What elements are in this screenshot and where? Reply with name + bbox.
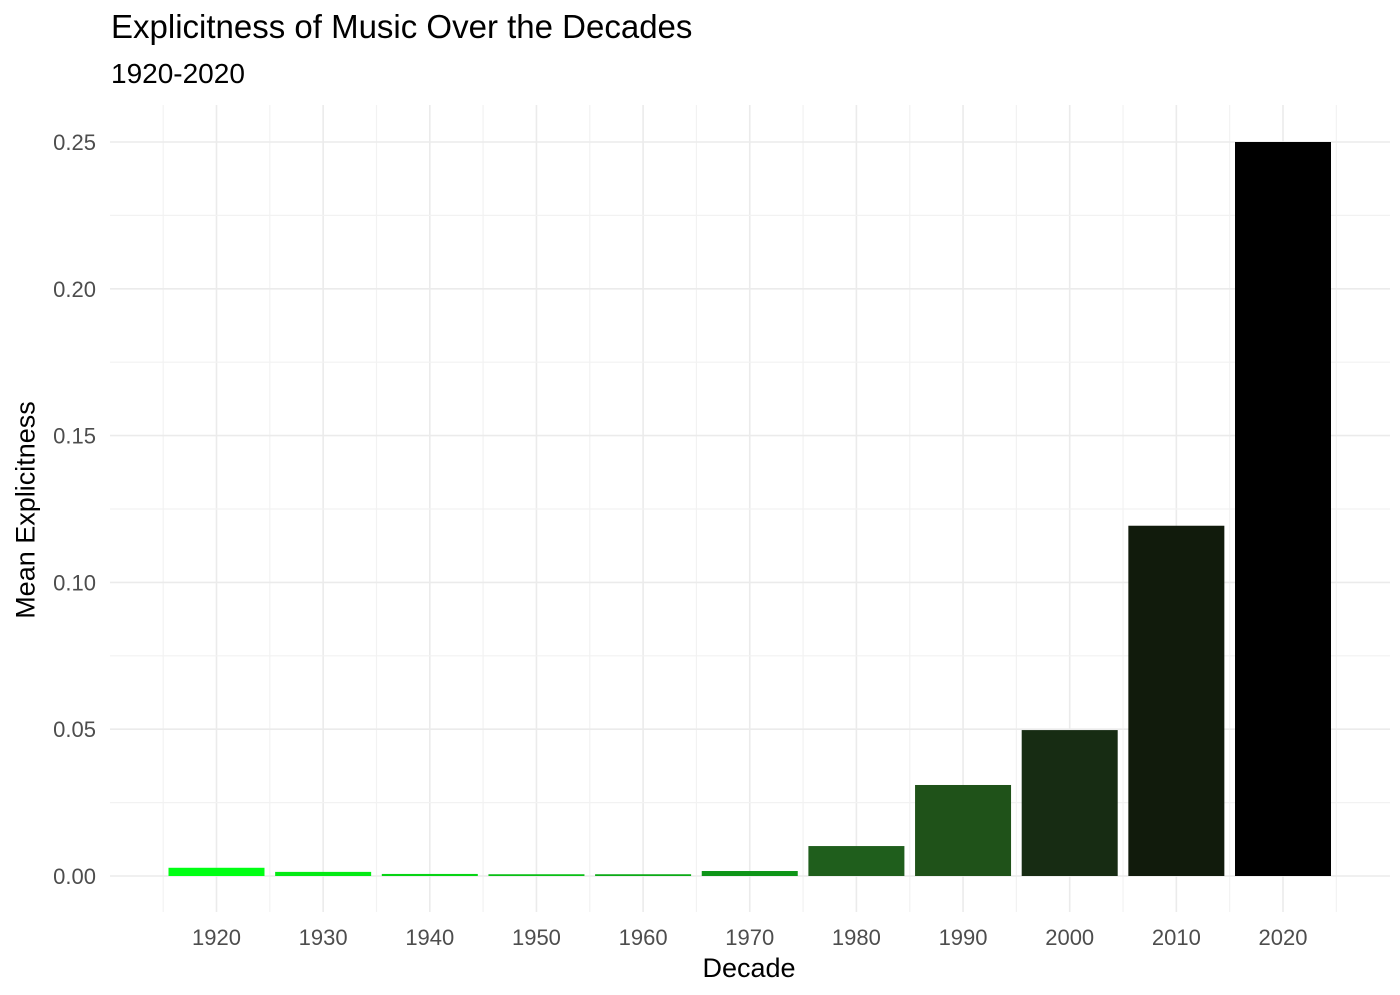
y-tick-label: 0.15	[53, 424, 96, 449]
bar-1950	[488, 874, 585, 876]
x-tick-label: 1980	[832, 925, 881, 950]
y-tick-labels: 0.00 0.05 0.10 0.15 0.20 0.25	[53, 130, 96, 889]
x-tick-label: 2010	[1152, 925, 1201, 950]
x-tick-label: 2020	[1259, 925, 1308, 950]
y-axis-label: Mean Explicitness	[10, 401, 41, 619]
x-tick-label: 2000	[1045, 925, 1094, 950]
x-tick-label: 1920	[192, 925, 241, 950]
chart-title: Explicitness of Music Over the Decades	[111, 8, 693, 45]
y-tick-label: 0.25	[53, 130, 96, 155]
chart-subtitle: 1920-2020	[111, 58, 245, 89]
bar-1980	[808, 846, 905, 876]
x-axis-label: Decade	[702, 953, 796, 983]
y-tick-label: 0.20	[53, 277, 96, 302]
bars	[168, 142, 1331, 876]
bar-1930	[275, 871, 372, 876]
y-tick-label: 0.00	[53, 864, 96, 889]
bar-1990	[915, 784, 1012, 876]
bar-2020	[1235, 142, 1331, 876]
x-tick-label: 1940	[405, 925, 454, 950]
bar-1940	[381, 873, 478, 876]
y-tick-label: 0.10	[53, 570, 96, 595]
bar-2000	[1021, 730, 1118, 876]
bar-1960	[595, 874, 692, 876]
y-tick-label: 0.05	[53, 717, 96, 742]
bar-1970	[701, 871, 798, 876]
bar-2010	[1128, 525, 1225, 876]
bar-1920	[168, 867, 265, 876]
x-tick-label: 1960	[619, 925, 668, 950]
x-tick-label: 1950	[512, 925, 561, 950]
x-tick-labels: 1920 1930 1940 1950 1960 1970 1980 1990 2000 2010…	[192, 925, 1307, 950]
x-tick-label: 1930	[299, 925, 348, 950]
x-tick-label: 1990	[939, 925, 988, 950]
x-tick-label: 1970	[725, 925, 774, 950]
